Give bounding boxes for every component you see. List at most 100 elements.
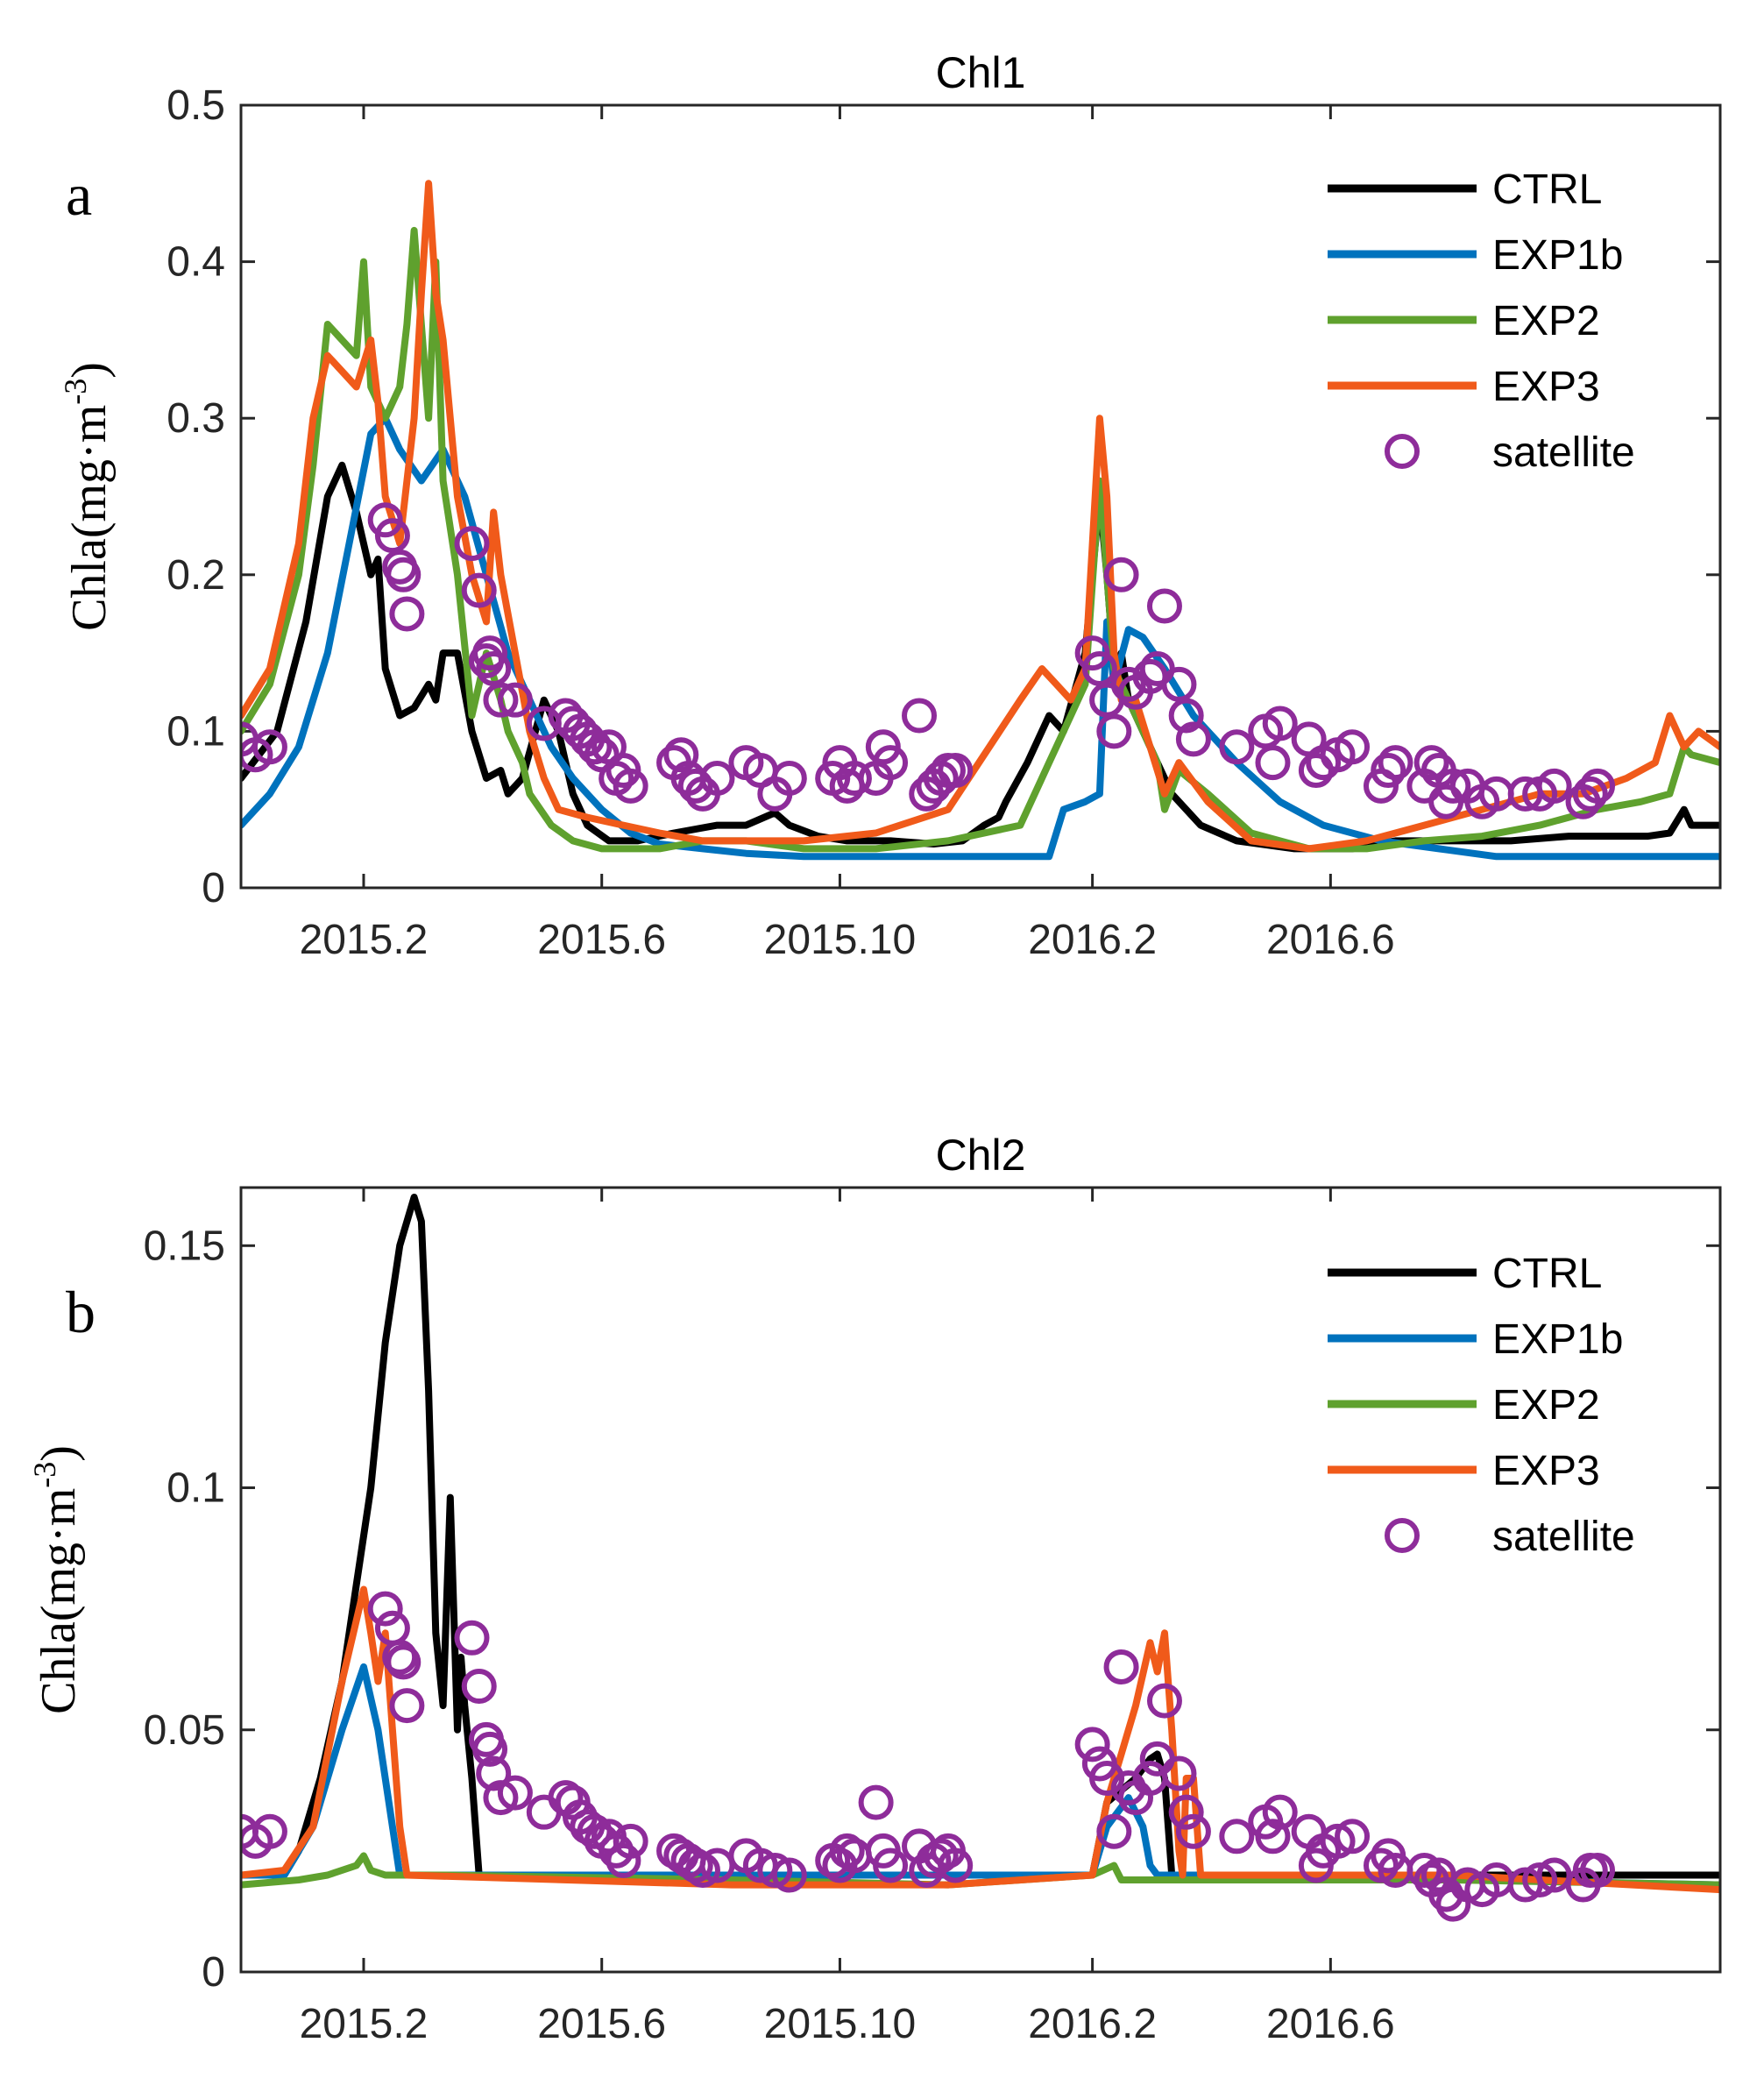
satellite-point <box>382 1639 418 1675</box>
satellite-point <box>1146 1683 1182 1719</box>
legend-marker-satellite <box>1385 434 1420 469</box>
satellite-point <box>1335 729 1371 765</box>
satellite-point <box>1096 1813 1132 1849</box>
satellite-point <box>1096 713 1132 749</box>
satellite-point <box>483 1780 519 1816</box>
satellite-point <box>1161 666 1197 702</box>
x-tick-label: 2015.10 <box>764 2001 917 2047</box>
satellite-point <box>374 518 410 554</box>
satellite-point <box>386 1644 422 1680</box>
x-tick-label: 2016.6 <box>1266 2001 1395 2047</box>
x-tick-label: 2015.10 <box>764 917 917 963</box>
y-tick-label: 0.2 <box>166 552 225 599</box>
legend-label: EXP1b <box>1492 232 1623 279</box>
satellite-point <box>526 1794 562 1830</box>
satellite-point <box>1572 776 1608 812</box>
x-tick-label: 2015.2 <box>300 917 429 963</box>
y-axis-label-sup: -3 <box>58 379 93 405</box>
satellite-point <box>938 753 974 789</box>
legend: CTRL EXP1b EXP2 EXP3 satellite <box>1328 1251 1635 1560</box>
satellite-point <box>1074 1727 1110 1762</box>
x-tick-label: 2015.6 <box>537 2001 666 2047</box>
y-tick-label: 0.1 <box>166 708 225 755</box>
x-tick-label: 2016.2 <box>1028 2001 1157 2047</box>
satellite-point <box>1103 1649 1139 1684</box>
legend-label: EXP3 <box>1492 1448 1600 1494</box>
satellite-point <box>836 760 872 796</box>
satellite-point <box>1320 1823 1356 1859</box>
satellite-point <box>1371 753 1406 789</box>
satellite-point <box>771 1857 807 1893</box>
satellite-point <box>461 572 497 608</box>
satellite-point <box>873 745 909 781</box>
x-tick-label: 2015.2 <box>300 2001 429 2047</box>
satellite-point <box>497 682 533 718</box>
y-axis-label-main: Chla(mg·m <box>62 405 117 631</box>
satellite-point <box>1580 1852 1616 1888</box>
satellite-point <box>374 1610 410 1646</box>
panel-letter: a <box>66 161 92 228</box>
satellite-point <box>1255 745 1291 781</box>
satellite-point <box>938 1848 974 1883</box>
legend-label: EXP3 <box>1492 364 1600 410</box>
satellite-point <box>1219 729 1255 765</box>
satellite-point <box>873 1848 909 1883</box>
satellite-point <box>1110 666 1146 702</box>
satellite-point <box>389 596 425 632</box>
satellite-point <box>1168 698 1204 734</box>
y-tick-label: 0 <box>202 865 225 911</box>
satellite-point <box>483 682 519 718</box>
satellite-point <box>1255 1819 1291 1855</box>
satellite-point <box>1219 1819 1255 1855</box>
satellite-point <box>1175 1813 1211 1849</box>
chart-title: Chl2 <box>936 1131 1026 1180</box>
satellite-point <box>663 737 699 773</box>
satellite-point <box>677 768 713 804</box>
series-line-exp2 <box>241 1852 1720 1889</box>
satellite-point <box>1161 1755 1197 1791</box>
satellite-point <box>606 1842 641 1878</box>
legend-label: EXP2 <box>1492 298 1600 344</box>
axes-frame <box>239 1186 1722 1974</box>
satellite-point <box>1435 768 1471 804</box>
y-axis-label-close: ) <box>62 362 117 379</box>
satellite-point <box>1103 557 1139 592</box>
satellite-point <box>613 1823 648 1859</box>
legend-label: satellite <box>1492 429 1635 476</box>
plot-area <box>241 1194 1720 1922</box>
x-tick-label: 2016.6 <box>1266 917 1395 963</box>
satellite-point <box>1262 1794 1298 1830</box>
legend-label: satellite <box>1492 1514 1635 1560</box>
satellite-point <box>476 1755 512 1791</box>
series-line-exp3 <box>241 180 1720 853</box>
y-axis-label: Chla(mg·m-3) <box>58 362 117 631</box>
legend-label: EXP2 <box>1492 1382 1600 1429</box>
satellite-point <box>251 1813 287 1849</box>
chart-title: Chl1 <box>936 48 1026 97</box>
satellite-point <box>1413 745 1449 781</box>
satellite-point <box>613 768 648 804</box>
y-tick-label: 0.4 <box>166 239 225 286</box>
satellite-point <box>1378 745 1413 781</box>
satellite-point <box>461 1669 497 1705</box>
y-axis-label-main: Chla(mg·m <box>32 1488 86 1714</box>
satellite-point <box>1081 650 1117 686</box>
y-axis-label-sup: -3 <box>27 1462 62 1488</box>
y-tick-label: 0.3 <box>166 395 225 442</box>
satellite-point <box>771 760 807 796</box>
panel-letter: b <box>66 1279 96 1345</box>
satellite-point <box>476 650 512 686</box>
satellite-point <box>902 698 938 734</box>
satellite-point <box>454 526 490 562</box>
legend-label: CTRL <box>1492 167 1602 213</box>
satellite-point <box>757 1852 793 1888</box>
x-tick-label: 2015.6 <box>537 917 666 963</box>
chart-panel-b: Chl2 b Chla(mg·m-3) 2015.2 2015.6 2015.10 2016… <box>27 1131 1722 2047</box>
satellite-point <box>472 1731 508 1767</box>
y-tick-label: 0.05 <box>144 1707 225 1754</box>
satellite-point <box>1175 721 1211 757</box>
satellite-point <box>577 729 613 765</box>
chart-panel-a: Chl1 a Chla(mg·m-3) 2015.2 2015.6 2015.10 2016… <box>58 48 1722 963</box>
satellite-point <box>1262 706 1298 741</box>
